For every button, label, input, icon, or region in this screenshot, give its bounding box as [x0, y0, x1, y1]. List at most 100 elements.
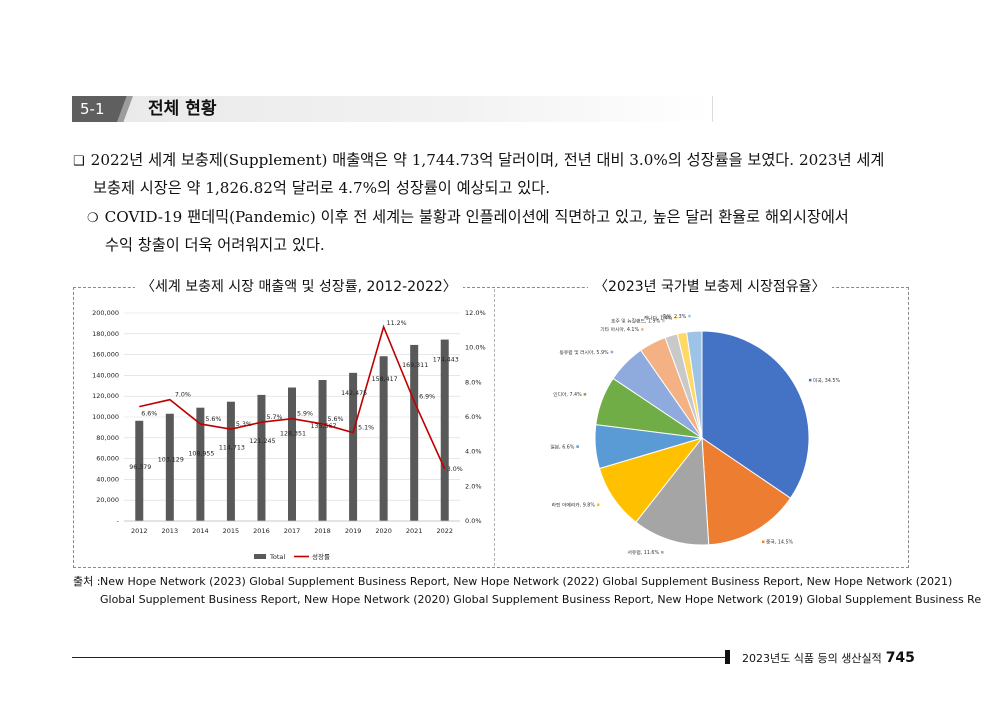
page-number: 745	[885, 650, 915, 666]
footer: 2023년도 식품 등의 생산실적 745	[742, 650, 915, 667]
pie-label-swatch	[761, 540, 765, 544]
pie-slice	[686, 330, 703, 439]
pie-label-swatch	[596, 503, 600, 507]
bar	[318, 380, 327, 521]
source-label: 출처 :	[73, 575, 101, 588]
market-sales-growth-chart: 200,000 180,000 160,000 140,000 120,000 100,0…	[92, 309, 486, 561]
y2-tick-label: 12.0%	[465, 309, 486, 317]
section-number: 5-1	[72, 96, 128, 122]
bar-data-label: 169,311	[402, 362, 428, 369]
section-header: 5-1 전체 현황	[72, 96, 713, 122]
bar-data-label: 121,245	[249, 438, 275, 445]
pie-slice	[701, 437, 792, 546]
bar-data-label: 174,443	[433, 357, 459, 364]
pie-label-swatch	[662, 319, 665, 323]
paragraph-2-line-1: ❍ COVID-19 팬데믹(Pandemic) 이후 전 세계는 불황과 인플레…	[87, 207, 849, 229]
line-data-label: 5.6%	[328, 416, 344, 423]
line-data-label: 7.0%	[175, 392, 191, 399]
line-data-label: 6.6%	[141, 411, 157, 418]
bar-data-label: 158,417	[372, 376, 398, 383]
y-tick-label: 200,000	[92, 309, 119, 317]
figure-box	[73, 287, 909, 568]
x-tick-label: 2015	[223, 527, 240, 535]
pie-slice-label: 중동, 2.3%	[662, 314, 687, 320]
y-tick-label: 60,000	[96, 455, 119, 463]
x-tick-label: 2013	[162, 527, 179, 535]
line-data-label: 3.0%	[447, 466, 463, 473]
y2-tick-label: 6.0%	[465, 413, 482, 421]
bar-data-label: 142,475	[341, 390, 367, 397]
square-bullet-icon: ❑	[73, 154, 85, 169]
x-tick-label: 2012	[131, 527, 148, 535]
pie-label-swatch	[583, 393, 587, 396]
paragraph-1-line-2: 보충제 시장은 약 1,826.82억 달러로 4.7%의 성장률이 예상되고 …	[93, 179, 551, 197]
bar-data-label: 96,379	[129, 464, 151, 471]
country-share-pie-chart: 미국, 34.5% 중국, 14.5% 서유럽, 11.6% 라틴 아메리카, 9.8…	[550, 314, 841, 556]
x-tick-label: 2022	[436, 527, 453, 535]
pie-slice-label: 기타 아시아, 4.1%	[600, 326, 639, 333]
paragraph-1-text-1: 2022년 세계 보충제(Supplement) 매출액은 약 1,744.73…	[90, 151, 885, 169]
pie-label-swatch	[808, 378, 812, 382]
footer-marker	[725, 650, 730, 664]
y-tick-label: 100,000	[92, 413, 119, 421]
line-data-label: 5.3%	[236, 421, 252, 428]
line-data-label: 5.1%	[358, 425, 374, 432]
y-tick-label: 120,000	[92, 392, 119, 400]
y2-tick-label: 2.0%	[465, 482, 482, 490]
legend-label-growth: 성장률	[312, 552, 330, 561]
x-tick-label: 2016	[253, 527, 270, 535]
footer-rule	[72, 657, 726, 658]
circle-bullet-icon: ❍	[87, 211, 99, 226]
y2-tick-label: 10.0%	[465, 344, 486, 352]
paragraph-2-line-2: 수익 창출이 더욱 어려워지고 있다.	[105, 236, 325, 254]
bar	[379, 356, 388, 521]
line-data-label: 5.6%	[205, 416, 221, 423]
bar	[226, 401, 235, 521]
y-tick-label: 80,000	[96, 434, 119, 442]
pie-label-swatch	[641, 328, 644, 331]
section-title: 전체 현황	[148, 99, 217, 119]
pie-slice	[635, 436, 710, 546]
pie-slice-label: 동유럽 및 러시아, 5.9%	[559, 349, 609, 356]
x-tick-label: 2021	[406, 527, 423, 535]
line-data-label: 11.2%	[387, 320, 407, 327]
growth-rate-line	[139, 324, 446, 470]
legend-label-total: Total	[269, 553, 285, 561]
left-chart-caption: 〈세계 보충제 시장 매출액 및 성장률, 2012-2022〉	[135, 278, 463, 296]
x-tick-label: 2020	[375, 527, 392, 535]
line-data-label: 6.9%	[419, 393, 435, 400]
y-tick-label: 140,000	[92, 371, 119, 379]
source-line-1: New Hope Network (2023) Global Supplemen…	[100, 575, 953, 588]
pie-slice-label: 인디아, 7.4%	[553, 391, 582, 398]
bar	[135, 420, 144, 521]
pie-slice-label: 일본, 6.6%	[550, 443, 575, 450]
source-line-2: Global Supplement Business Report, New H…	[100, 593, 981, 606]
paragraph-1-line-1: ❑ 2022년 세계 보충제(Supplement) 매출액은 약 1,744.7…	[73, 150, 884, 172]
x-tick-label: 2018	[314, 527, 331, 535]
y-tick-label: 20,000	[96, 496, 119, 504]
bar	[349, 372, 358, 521]
bar	[410, 344, 419, 521]
y2-tick-label: 0.0%	[465, 517, 482, 525]
legend-swatch-total	[254, 554, 266, 559]
bar-data-label: 108,955	[188, 451, 214, 458]
y2-tick-label: 8.0%	[465, 378, 482, 386]
figure-divider	[494, 289, 495, 566]
pie-slice-label: 호주 및 뉴질랜드, 1.9%	[611, 318, 661, 325]
y-tick-label: 180,000	[92, 330, 119, 338]
footer-title: 2023년도 식품 등의 생산실적	[742, 652, 882, 665]
pie-slice-label: 서유럽, 11.6%	[628, 549, 660, 556]
pie-slice-label: 캐나다, 1.4%	[644, 315, 673, 322]
pie-label-swatch	[661, 551, 664, 554]
bar-data-label: 128,351	[280, 431, 306, 438]
pie-label-swatch	[674, 316, 677, 320]
x-tick-label: 2014	[192, 527, 209, 535]
x-tick-label: 2019	[345, 527, 362, 535]
pie-slice-label: 중국, 14.5%	[766, 540, 794, 546]
y-tick-label: 40,000	[96, 475, 119, 483]
bar	[165, 413, 174, 521]
x-tick-label: 2017	[284, 527, 301, 535]
y2-tick-label: 4.0%	[465, 448, 482, 456]
bar	[440, 339, 449, 521]
pie-slice-label: 미국, 34.5%	[813, 377, 841, 384]
